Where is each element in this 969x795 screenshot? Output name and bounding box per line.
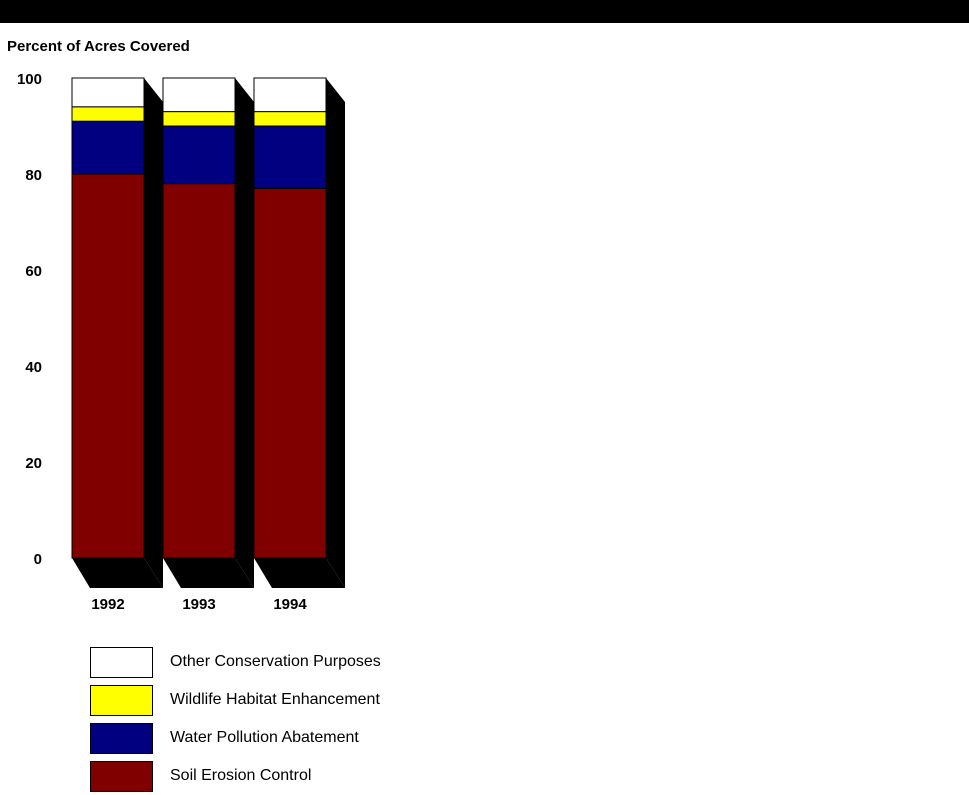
x-tick-label-1993: 1993 bbox=[182, 596, 215, 613]
bar-base-1994 bbox=[254, 558, 345, 588]
bar-side-1993 bbox=[235, 78, 254, 588]
top-bar bbox=[0, 0, 969, 23]
bar-segment-1993-1 bbox=[162, 125, 236, 185]
legend-label-soil: Soil Erosion Control bbox=[170, 767, 312, 784]
stacked-bar-chart: 0 20 40 60 80 100 1992 1993 1994 bbox=[17, 71, 345, 613]
x-tick-label-1994: 1994 bbox=[273, 596, 307, 613]
bar-segment-1992-1 bbox=[71, 120, 145, 175]
legend-item-soil: Soil Erosion Control bbox=[90, 757, 381, 795]
legend-label-other: Other Conservation Purposes bbox=[170, 653, 381, 670]
x-tick-label-1992: 1992 bbox=[91, 596, 124, 613]
bar-segment-1994-0 bbox=[253, 187, 327, 559]
bar-base-1993 bbox=[163, 558, 254, 588]
legend-label-wildlife: Wildlife Habitat Enhancement bbox=[170, 691, 380, 708]
bar-segment-1993-0 bbox=[162, 183, 236, 559]
bar-segment-1994-1 bbox=[253, 125, 327, 189]
bar-base-1992 bbox=[72, 558, 163, 588]
bar-segment-1992-2 bbox=[71, 106, 145, 122]
legend-swatch-other bbox=[90, 646, 153, 678]
legend-label-water: Water Pollution Abatement bbox=[170, 729, 359, 746]
y-tick-label-20: 20 bbox=[25, 455, 42, 472]
bar-side-1992 bbox=[144, 78, 163, 588]
legend-swatch-wildlife bbox=[90, 684, 153, 716]
bar-segment-1992-3 bbox=[71, 77, 145, 108]
bar-segment-1993-3 bbox=[162, 77, 236, 113]
bar-segment-1992-0 bbox=[71, 173, 145, 559]
y-axis-title: Percent of Acres Covered bbox=[7, 38, 190, 55]
y-tick-label-0: 0 bbox=[34, 551, 42, 568]
legend-item-other: Other Conservation Purposes bbox=[90, 643, 381, 681]
legend: Other Conservation Purposes Wildlife Hab… bbox=[90, 643, 381, 795]
legend-swatch-soil bbox=[90, 760, 153, 792]
y-tick-label-60: 60 bbox=[25, 263, 42, 280]
y-tick-label-100: 100 bbox=[17, 71, 42, 88]
bar-segment-1993-2 bbox=[162, 111, 236, 127]
legend-swatch-water bbox=[90, 722, 153, 754]
legend-item-water: Water Pollution Abatement bbox=[90, 719, 381, 757]
bar-segment-1994-3 bbox=[253, 77, 327, 113]
y-tick-label-40: 40 bbox=[25, 359, 42, 376]
bar-side-1994 bbox=[326, 78, 345, 588]
y-tick-label-80: 80 bbox=[25, 167, 42, 184]
legend-item-wildlife: Wildlife Habitat Enhancement bbox=[90, 681, 381, 719]
bar-segment-1994-2 bbox=[253, 111, 327, 127]
